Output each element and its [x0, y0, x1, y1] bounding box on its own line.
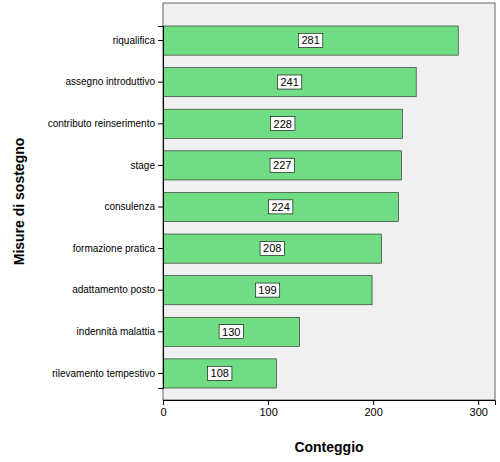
- y-tick: formazione pratica: [73, 243, 163, 254]
- x-tick-mark: [373, 400, 374, 405]
- data-label: 108: [208, 366, 232, 380]
- x-tick-label: 0: [160, 406, 166, 418]
- y-tick-label: formazione pratica: [73, 243, 156, 254]
- x-axis: 0 100 200 300: [160, 400, 495, 418]
- data-label: 224: [268, 200, 292, 214]
- y-tick: riqualifica: [113, 35, 163, 46]
- y-tick-label: consulenza: [104, 201, 155, 212]
- data-label: 281: [298, 33, 322, 47]
- data-label-box: [277, 75, 301, 89]
- x-tick-label: 100: [259, 406, 277, 418]
- data-label-box: [268, 200, 292, 214]
- y-tick-label: assegno introduttivo: [65, 76, 155, 87]
- y-tick-mark: [158, 248, 163, 249]
- y-tick-label: rilevamento tempestivo: [52, 368, 155, 379]
- bar: [163, 192, 398, 221]
- data-label-box: [255, 283, 279, 297]
- data-label-box: [270, 158, 294, 172]
- bars: [163, 26, 458, 388]
- data-label: 227: [270, 158, 294, 172]
- x-tick: 0: [160, 400, 166, 418]
- data-label-box: [260, 241, 284, 255]
- data-label: 228: [271, 117, 295, 131]
- y-tick-mark: [158, 82, 163, 83]
- x-tick-label: 200: [364, 406, 382, 418]
- x-tick-mark: [163, 400, 164, 405]
- data-labels: 281 241 228 227 224 208 199 130 108: [208, 33, 323, 380]
- bar: [163, 317, 300, 346]
- data-label-box: [219, 325, 243, 339]
- y-tick-label: stage: [131, 160, 156, 171]
- data-label: 241: [277, 75, 301, 89]
- data-label-text: 241: [280, 76, 298, 88]
- data-label-text: 281: [301, 34, 319, 46]
- bar: [163, 276, 372, 305]
- data-label: 208: [260, 241, 284, 255]
- bar: [163, 68, 416, 97]
- x-axis-title: Conteggio: [294, 439, 363, 455]
- y-tick-mark: [158, 331, 163, 332]
- data-label: 130: [219, 325, 243, 339]
- data-label-text: 199: [258, 284, 276, 296]
- data-label-box: [298, 33, 322, 47]
- y-tick: indennità malattia: [77, 326, 163, 337]
- data-label-box: [208, 366, 232, 380]
- x-tick: 100: [259, 400, 277, 418]
- bar: [163, 359, 276, 388]
- data-label-box: [271, 117, 295, 131]
- data-label-text: 130: [222, 326, 240, 338]
- y-tick: contributo reinserimento: [48, 118, 163, 129]
- y-tick-mark: [158, 40, 163, 41]
- data-label-text: 228: [274, 118, 292, 130]
- y-axis-line: [158, 27, 164, 389]
- data-label-text: 227: [273, 159, 291, 171]
- x-tick-mark: [268, 400, 269, 405]
- y-tick-label: adattamento posto: [72, 284, 155, 295]
- data-label-text: 108: [211, 367, 229, 379]
- y-tick: assegno introduttivo: [65, 76, 163, 87]
- x-tick: 200: [364, 400, 382, 418]
- y-tick-mark: [158, 165, 163, 166]
- y-tick-mark: [158, 123, 163, 124]
- y-tick: consulenza: [104, 201, 163, 212]
- x-tick-label: 300: [470, 406, 488, 418]
- data-label-text: 224: [271, 201, 289, 213]
- bar: [163, 151, 401, 180]
- x-axis-line: [164, 401, 496, 406]
- y-tick: rilevamento tempestivo: [52, 368, 163, 379]
- bar: [163, 26, 458, 55]
- x-tick: 300: [470, 400, 488, 418]
- y-tick-label: contributo reinserimento: [48, 118, 156, 129]
- y-tick-mark: [158, 373, 163, 374]
- y-tick-mark: [158, 290, 163, 291]
- bar: [163, 109, 403, 138]
- y-axis: riqualifica assegno introduttivo contribut…: [48, 27, 164, 389]
- data-label: 199: [255, 283, 279, 297]
- y-tick: adattamento posto: [72, 284, 163, 295]
- bar: [163, 234, 382, 263]
- y-tick-label: riqualifica: [113, 35, 156, 46]
- x-tick-mark: [478, 400, 479, 405]
- y-tick: stage: [131, 160, 163, 171]
- plot-area: [163, 3, 495, 400]
- data-label-text: 208: [263, 242, 281, 254]
- y-axis-title: Misure di sostegno: [11, 138, 27, 266]
- y-tick-label: indennità malattia: [77, 326, 156, 337]
- y-tick-mark: [158, 207, 163, 208]
